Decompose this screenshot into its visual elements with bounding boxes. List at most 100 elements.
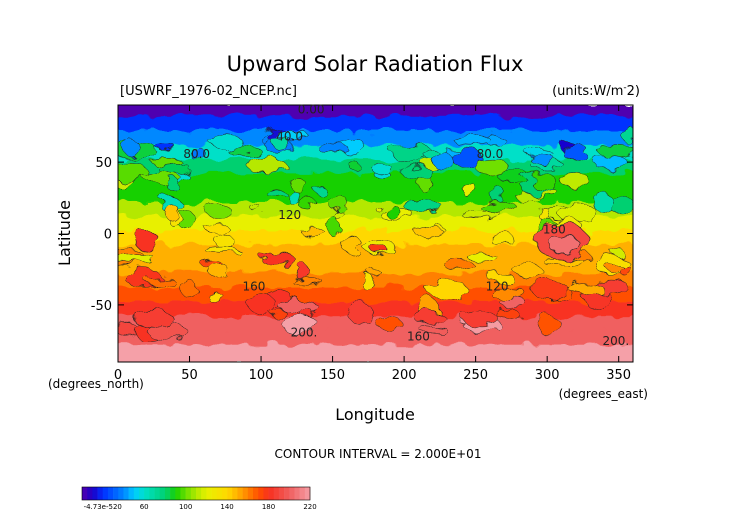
colorbar-swatch bbox=[123, 487, 129, 500]
field-patch bbox=[414, 226, 444, 238]
field-patch bbox=[326, 215, 339, 236]
x-tick-label: 0 bbox=[114, 368, 122, 383]
colorbar-swatch bbox=[237, 487, 243, 500]
field-patch bbox=[463, 180, 476, 199]
field-patch bbox=[290, 277, 323, 285]
colorbar-label: 220 bbox=[303, 503, 316, 511]
field-patch bbox=[206, 261, 228, 277]
field-patch bbox=[569, 283, 606, 296]
field-patch bbox=[246, 156, 286, 174]
contour-interval: CONTOUR INTERVAL = 2.000E+01 bbox=[275, 447, 482, 461]
field-patch bbox=[597, 144, 633, 158]
colorbar-swatch bbox=[139, 487, 145, 500]
field-patch bbox=[270, 310, 288, 318]
colorbar-swatch bbox=[97, 487, 104, 500]
field-patch bbox=[403, 200, 443, 212]
field-patch bbox=[328, 193, 348, 212]
field-patch bbox=[611, 249, 625, 257]
field-patch bbox=[118, 253, 155, 264]
field-patch bbox=[487, 232, 514, 244]
x-tick-label: 300 bbox=[535, 368, 560, 383]
colorbar-swatch bbox=[170, 487, 176, 500]
colorbar-swatch bbox=[149, 487, 155, 500]
field-patch bbox=[118, 161, 148, 182]
field-patch bbox=[190, 145, 204, 162]
colorbar-label: -4.73e-520 bbox=[84, 503, 122, 511]
colorbar-label: 60 bbox=[140, 503, 149, 511]
contour-label: 40.0 bbox=[276, 130, 303, 144]
field-patch bbox=[250, 204, 262, 213]
field-patch bbox=[433, 152, 454, 172]
field-patch bbox=[462, 311, 499, 326]
field-patch bbox=[443, 259, 474, 270]
colorbar-swatch bbox=[190, 487, 197, 500]
colorbar-swatch bbox=[201, 487, 207, 500]
field-patch bbox=[204, 246, 240, 254]
field-patch bbox=[400, 166, 433, 179]
colorbar-swatch bbox=[87, 487, 93, 500]
colorbar-swatch bbox=[102, 487, 109, 500]
field-patch bbox=[426, 280, 468, 300]
field-patch bbox=[209, 136, 244, 149]
x-tick-label: 350 bbox=[606, 368, 631, 383]
field-patch bbox=[145, 277, 176, 286]
x-tick-label: 200 bbox=[392, 368, 417, 383]
colorbar-label: 140 bbox=[220, 503, 233, 511]
field-patch bbox=[179, 279, 197, 297]
lat-band bbox=[118, 344, 633, 362]
field-patch bbox=[372, 163, 393, 176]
colorbar-swatch bbox=[133, 487, 140, 500]
field-patch bbox=[490, 184, 504, 204]
colorbar-swatch bbox=[232, 487, 238, 500]
field-patch bbox=[282, 314, 319, 335]
contour-label: 120 bbox=[278, 208, 301, 222]
colorbar-swatch bbox=[164, 487, 171, 500]
field-patch bbox=[370, 244, 388, 255]
field-patch bbox=[558, 172, 590, 187]
colorbar-swatch bbox=[227, 487, 233, 500]
field-patch bbox=[155, 143, 176, 151]
colorbar-swatch bbox=[258, 487, 264, 500]
y-tick-label: -50 bbox=[91, 299, 112, 314]
field-patch bbox=[453, 135, 491, 145]
contour-label: 160 bbox=[407, 330, 430, 344]
field-patch bbox=[348, 302, 374, 325]
colorbar-swatch bbox=[159, 487, 166, 500]
field-patch bbox=[157, 163, 192, 174]
field-patch bbox=[227, 145, 262, 157]
field-patch bbox=[413, 309, 445, 325]
colorbar-label: 100 bbox=[179, 503, 192, 511]
colorbar-swatch bbox=[107, 487, 114, 500]
colorbar-swatch bbox=[284, 487, 290, 500]
field-patch bbox=[118, 322, 138, 336]
colorbar-swatch bbox=[82, 487, 88, 500]
colorbar-swatch bbox=[211, 487, 218, 500]
colorbar-swatch bbox=[221, 487, 228, 500]
colorbar-swatch bbox=[247, 487, 254, 500]
field-patch bbox=[543, 257, 586, 267]
contour-label: 80.0 bbox=[183, 147, 210, 161]
colorbar-frame bbox=[81, 486, 311, 501]
field-patch bbox=[531, 279, 569, 300]
field-patch bbox=[562, 143, 589, 162]
field-patch bbox=[466, 252, 498, 262]
field-patch bbox=[361, 273, 375, 292]
field-patch bbox=[342, 234, 361, 255]
colorbar-swatch bbox=[268, 487, 275, 500]
field-patch bbox=[499, 297, 527, 308]
contour-label: 120 bbox=[486, 280, 509, 294]
field-patch bbox=[593, 155, 628, 169]
x-tick-label: 150 bbox=[320, 368, 345, 383]
field-patch bbox=[215, 234, 235, 250]
field-patch bbox=[134, 230, 159, 251]
source-label: [USWRF_1976-02_NCEP.nc] bbox=[120, 84, 297, 99]
field-patch bbox=[375, 316, 402, 330]
plot-area bbox=[118, 105, 633, 362]
field-patch bbox=[479, 201, 518, 213]
field-patch bbox=[317, 143, 349, 153]
colorbar bbox=[81, 486, 311, 501]
colorbar-swatch bbox=[206, 487, 212, 500]
colorbar-swatch bbox=[253, 487, 259, 500]
colorbar-swatch bbox=[278, 487, 285, 500]
colorbar-swatch bbox=[299, 487, 306, 500]
